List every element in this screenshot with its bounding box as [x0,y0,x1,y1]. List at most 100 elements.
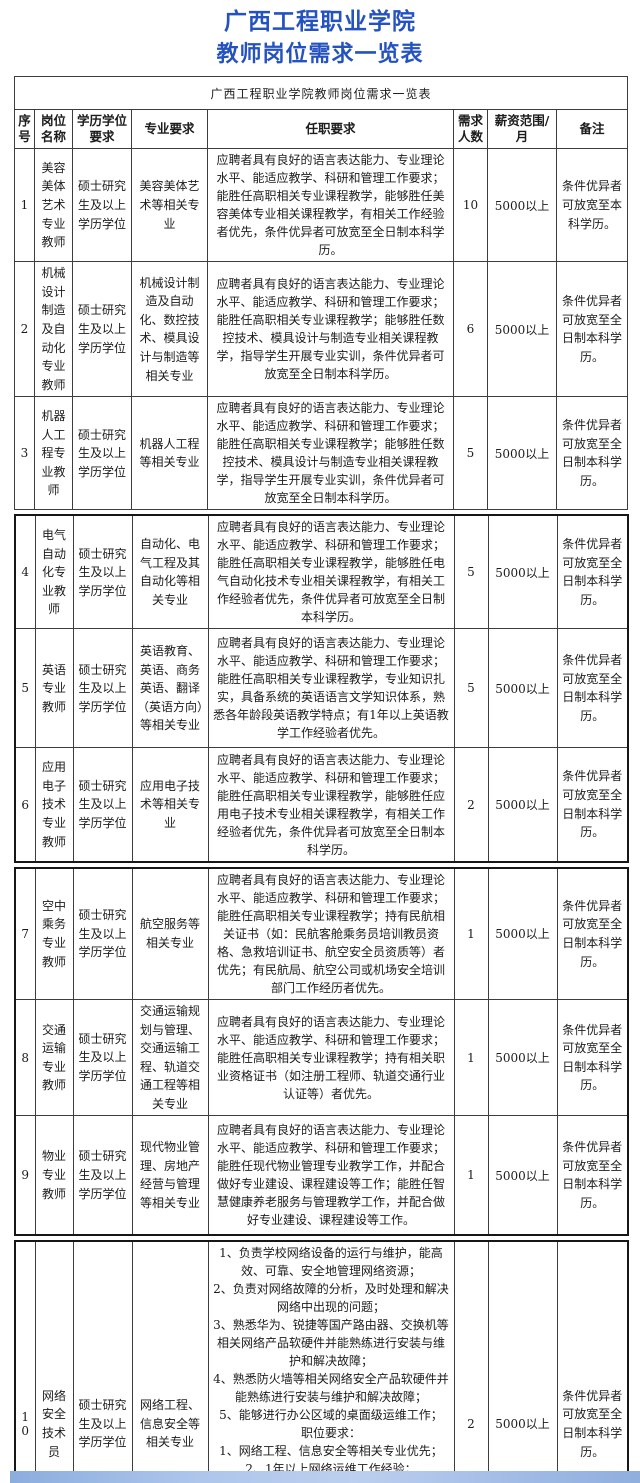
cell-headcount: 5 [453,396,488,511]
cell-salary-range: 5000以上 [487,396,557,511]
cell-position-name: 物业专业教师 [34,1115,74,1236]
cell-position-name: 网络安全技术员 [34,1240,74,1483]
cell-position-name: 应用电子技术专业教师 [34,747,74,863]
cell-position-name: 美容美体艺术专业教师 [34,148,73,263]
cell-job-requirement: 应聘者具有良好的语言表达能力、专业理论水平、能适应教学、科研和管理工作要求；能胜… [207,747,455,863]
cell-seq-no: 10 [14,1240,36,1483]
cell-job-requirement: 应聘者具有良好的语言表达能力、专业理论水平、能适应教学、科研和管理工作要求；能胜… [207,396,454,511]
table-title: 广西工程职业学院教师岗位需求一览表 [13,76,629,111]
cell-position-name: 机械设计制造及自动化专业教师 [34,261,73,398]
cell-salary-range: 5000以上 [487,1240,558,1483]
cell-salary-range: 5000以上 [487,261,557,398]
cell-degree-requirement: 硕士研究生及以上学历学位 [72,998,133,1117]
col-header-seq-no: 序号 [14,109,35,150]
cell-seq-no: 4 [14,514,36,630]
cell-seq-no: 1 [14,148,35,263]
col-header-duty: 任职要求 [207,109,454,150]
cell-degree-requirement: 硕士研究生及以上学历学位 [72,867,133,1000]
cell-remark: 条件优异者可放宽至本科学历。 [555,148,629,263]
table-row: 9 物业专业教师 硕士研究生及以上学历学位 现代物业管理、房地产经营与管理等相关… [14,1115,629,1236]
cell-seq-no: 9 [14,1115,36,1236]
cell-degree-requirement: 硕士研究生及以上学历学位 [72,747,133,863]
page-title-line1: 广西工程职业学院 [224,8,416,34]
cell-job-requirement: 应聘者具有良好的语言表达能力、专业理论水平、能适应教学、科研和管理工作要求；能胜… [207,867,455,1000]
cell-major-requirement: 现代物业管理、房地产经营与管理等相关专业 [131,1115,209,1236]
cell-headcount: 2 [453,1240,489,1483]
cell-salary-range: 5000以上 [487,1115,558,1236]
table-row: 2 机械设计制造及自动化专业教师 硕士研究生及以上学历学位 机械设计制造及自动化… [14,261,629,398]
cell-job-requirement: 应聘者具有良好的语言表达能力、专业理论水平、能适应教学、科研和管理工作要求；能胜… [207,998,455,1117]
cell-position-name: 电气自动化专业教师 [34,514,74,630]
cell-salary-range: 5000以上 [487,747,558,863]
col-header-salary: 薪资范围/月 [487,109,557,150]
cell-salary-range: 5000以上 [487,514,558,630]
cell-remark: 条件优异者可放宽至全日制本科学历。 [556,867,629,1000]
cell-salary-range: 5000以上 [487,628,558,749]
cell-seq-no: 6 [14,747,36,863]
cell-seq-no: 8 [14,998,36,1117]
table-row: 6 应用电子技术专业教师 硕士研究生及以上学历学位 应用电子技术等相关专业 应聘… [14,747,629,863]
cell-degree-requirement: 硕士研究生及以上学历学位 [72,1240,133,1483]
cell-salary-range: 5000以上 [487,867,558,1000]
cell-degree-requirement: 硕士研究生及以上学历学位 [72,148,132,263]
col-header-position-name: 岗位名称 [34,109,73,150]
table-row: 4 电气自动化专业教师 硕士研究生及以上学历学位 自动化、电气工程及其自动化等相… [14,514,629,630]
cell-headcount: 1 [453,998,489,1117]
cell-degree-requirement: 硕士研究生及以上学历学位 [72,1115,133,1236]
table-row: 7 空中乘务专业教师 硕士研究生及以上学历学位 航空服务等相关专业 应聘者具有良… [14,867,629,1000]
table-row: 5 英语专业教师 硕士研究生及以上学历学位 英语教育、英语、商务英语、翻译（英语… [14,628,629,749]
cell-salary-range: 5000以上 [487,998,558,1117]
cell-headcount: 1 [453,1115,489,1236]
cell-major-requirement: 英语教育、英语、商务英语、翻译（英语方向）等相关专业 [131,628,209,749]
cell-seq-no: 5 [14,628,36,749]
cell-major-requirement: 机器人工程等相关专业 [131,396,208,511]
cell-remark: 条件优异者可放宽至全日制本科学历。 [556,514,629,630]
cell-remark: 条件优异者可放宽至全日制本科学历。 [556,1240,629,1483]
cell-major-requirement: 网络工程、信息安全等相关专业 [131,1240,209,1483]
cell-headcount: 2 [453,747,489,863]
cell-remark: 条件优异者可放宽至全日制本科学历。 [556,747,629,863]
table-row: 10 网络安全技术员 硕士研究生及以上学历学位 网络工程、信息安全等相关专业 1… [14,1240,629,1483]
col-header-major: 专业要求 [131,109,208,150]
cell-major-requirement: 交通运输规划与管理、交通运输工程、轨道交通工程等相关专业 [131,998,209,1117]
cell-major-requirement: 航空服务等相关专业 [131,867,209,1000]
cell-job-requirement: 应聘者具有良好的语言表达能力、专业理论水平、能适应教学、科研和管理工作要求；能胜… [207,148,454,263]
table-segment-4: 10 网络安全技术员 硕士研究生及以上学历学位 网络工程、信息安全等相关专业 1… [14,1239,629,1483]
page-title: 广西工程职业学院 教师岗位需求一览表 [0,0,640,67]
table-row: 3 机器人工程专业教师 硕士研究生及以上学历学位 机器人工程等相关专业 应聘者具… [14,396,629,511]
cell-degree-requirement: 硕士研究生及以上学历学位 [72,261,132,398]
cell-job-requirement: 1、负责学校网络设备的运行与维护，能高效、可靠、安全地管理网络资源； 2、负责对… [207,1240,455,1483]
cell-seq-no: 7 [14,867,36,1000]
cell-position-name: 英语专业教师 [34,628,74,749]
cell-seq-no: 2 [14,261,35,398]
col-header-headcount: 需求人数 [453,109,488,150]
cell-job-requirement: 应聘者具有良好的语言表达能力、专业理论水平、能适应教学、科研和管理工作要求；能胜… [207,1115,455,1236]
cell-job-requirement: 应聘者具有良好的语言表达能力、专业理论水平、能适应教学、科研和管理工作要求；能胜… [207,514,455,630]
cell-salary-range: 5000以上 [487,148,557,263]
table-row: 1 美容美体艺术专业教师 硕士研究生及以上学历学位 美容美体艺术等相关专业 应聘… [14,148,629,263]
table-segment-3: 7 空中乘务专业教师 硕士研究生及以上学历学位 航空服务等相关专业 应聘者具有良… [14,866,629,1236]
cell-major-requirement: 美容美体艺术等相关专业 [131,148,208,263]
cell-remark: 条件优异者可放宽至全日制本科学历。 [556,998,629,1117]
horizontal-scrollbar[interactable] [10,1471,640,1483]
cell-position-name: 交通运输专业教师 [34,998,74,1117]
cell-remark: 条件优异者可放宽至全日制本科学历。 [556,628,629,749]
cell-degree-requirement: 硕士研究生及以上学历学位 [72,396,132,511]
cell-headcount: 5 [453,514,489,630]
cell-headcount: 6 [453,261,488,398]
cell-degree-requirement: 硕士研究生及以上学历学位 [72,514,133,630]
cell-headcount: 1 [453,867,489,1000]
cell-remark: 条件优异者可放宽至全日制本科学历。 [555,261,629,398]
cell-position-name: 机器人工程专业教师 [34,396,73,511]
cell-major-requirement: 自动化、电气工程及其自动化等相关专业 [131,514,209,630]
page-title-line2: 教师岗位需求一览表 [216,40,424,66]
cell-job-requirement: 应聘者具有良好的语言表达能力、专业理论水平、能适应教学、科研和管理工作要求；能胜… [207,261,454,398]
table-row: 8 交通运输专业教师 硕士研究生及以上学历学位 交通运输规划与管理、交通运输工程… [14,998,629,1117]
cell-job-requirement: 应聘者具有良好的语言表达能力、专业理论水平、能适应教学、科研和管理工作要求；能胜… [207,628,455,749]
cell-position-name: 空中乘务专业教师 [34,867,74,1000]
cell-headcount: 10 [453,148,488,263]
table-segment-2: 4 电气自动化专业教师 硕士研究生及以上学历学位 自动化、电气工程及其自动化等相… [14,514,629,863]
cell-remark: 条件优异者可放宽至全日制本科学历。 [555,396,629,511]
cell-remark: 条件优异者可放宽至全日制本科学历。 [556,1115,629,1236]
